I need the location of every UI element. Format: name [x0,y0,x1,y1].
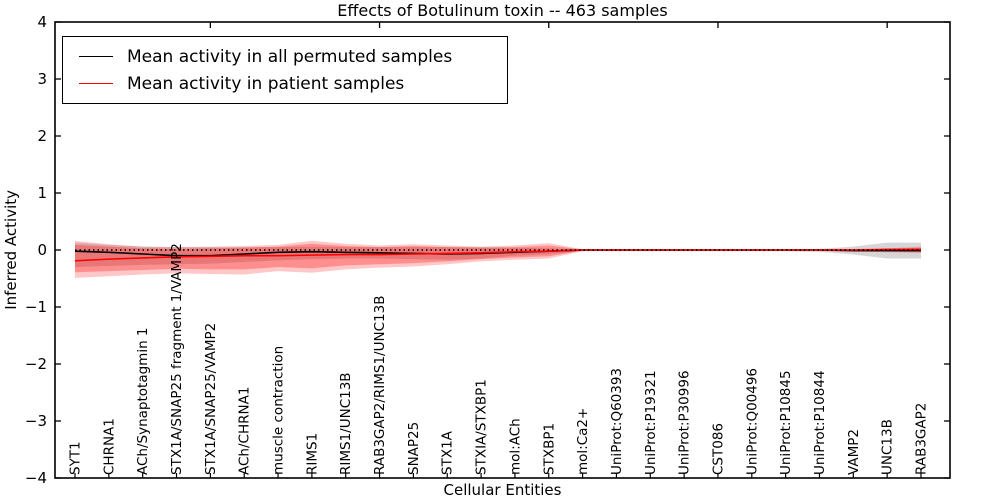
x-tick-label: STX1A [440,430,456,475]
legend-item-permuted: Mean activity in all permuted samples [79,43,493,70]
x-tick-label: STXBP1 [541,423,557,475]
x-tick-label: UNC13B [880,419,896,475]
x-axis-label: Cellular Entities [443,481,562,499]
legend-item-patient: Mean activity in patient samples [79,70,493,97]
y-tick-label: 0 [37,241,47,259]
x-tick-label: UniProt:P10845 [778,370,794,475]
confidence-band [75,243,921,273]
black-line-sample-icon [79,56,113,57]
y-tick-label: 2 [37,127,47,145]
x-tick-label: RAB3GAP2 [914,403,930,475]
x-tick-label: UniProt:P19321 [643,370,659,475]
x-tick-label: SNAP25 [406,422,422,475]
x-tick-label: STX1A/SNAP25 fragment 1/VAMP2 [169,243,185,475]
red-line-sample-icon [79,83,113,84]
x-tick-label: ACh/CHRNA1 [237,387,253,475]
legend-item-label: Mean activity in all permuted samples [127,46,453,67]
y-axis-label: Inferred Activity [2,190,20,310]
x-tick-label: muscle contraction [271,346,287,475]
x-tick-label: VAMP2 [846,429,862,475]
chart-title: Effects of Botulinum toxin -- 463 sample… [337,1,668,20]
y-tick-label: 1 [37,184,47,202]
series-line [74,248,921,262]
x-tick-label: CHRNA1 [101,418,117,475]
x-tick-label: STX1A/SNAP25/VAMP2 [203,323,219,475]
x-tick-label: UniProt:Q60393 [609,368,625,475]
y-tick-label: 4 [37,13,47,31]
x-tick-label: UniProt:Q00496 [744,368,760,475]
x-tick-label: ACh/Synaptotagmin 1 [135,327,151,475]
y-tick-label: −2 [25,355,47,373]
y-tick-label: 3 [37,70,47,88]
y-tick-label: −4 [25,469,47,487]
x-tick-label: RIMS1/UNC13B [338,372,354,475]
x-tick-label: UniProt:P30996 [677,370,693,475]
confidence-band [75,242,921,268]
legend-item-label: Mean activity in patient samples [127,73,405,94]
x-tick-label: CST086 [710,423,726,475]
x-tick-label: SYT1 [68,441,84,475]
x-tick-label: STXIA/STXBP1 [474,379,490,475]
x-tick-label: UniProt:P10844 [812,370,828,475]
x-tick-label: mol:ACh [507,418,523,475]
x-tick-label: mol:Ca2+ [575,408,591,475]
x-tick-label: RAB3GAP2/RIMS1/UNC13B [372,296,388,475]
legend: Mean activity in all permuted samples Me… [62,36,508,104]
x-tick-label: RIMS1 [304,433,320,475]
y-tick-label: −3 [25,412,47,430]
y-tick-label: −1 [25,298,47,316]
